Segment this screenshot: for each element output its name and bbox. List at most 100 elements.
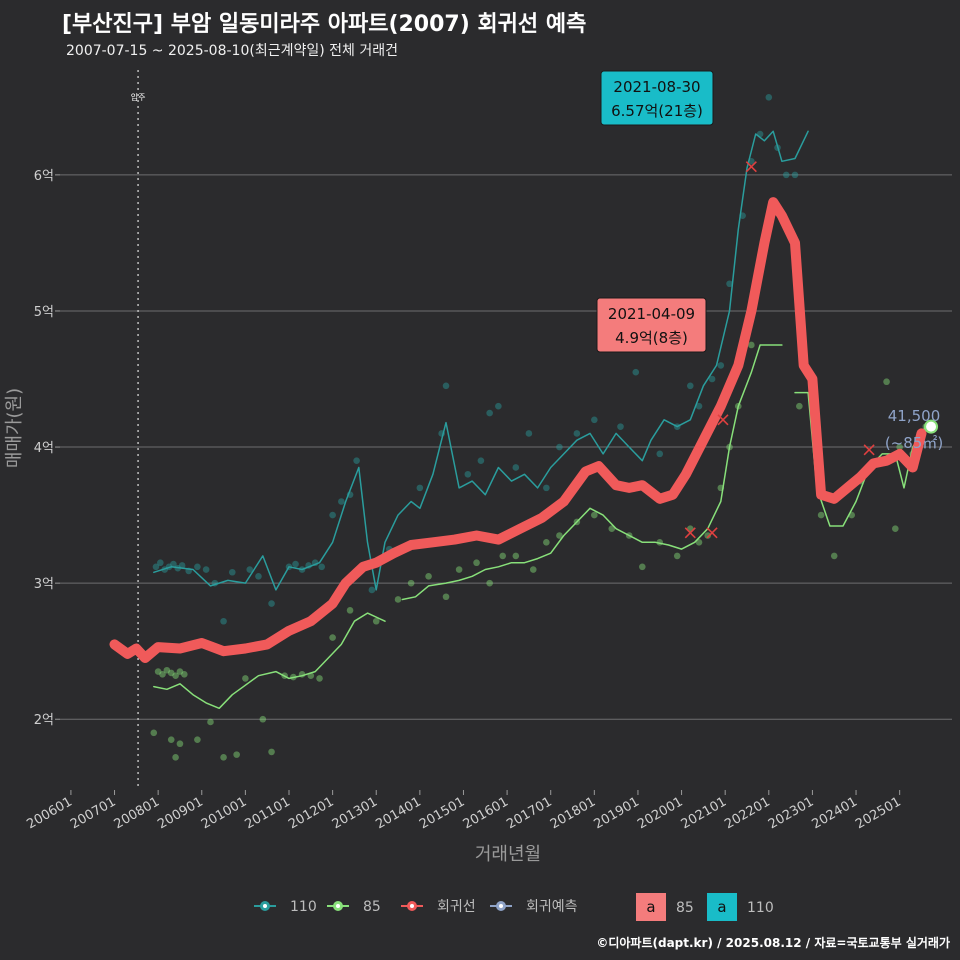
scatter-point-110	[202, 566, 210, 573]
series-line-회귀선	[109, 197, 927, 663]
scatter-point-85	[150, 729, 158, 737]
scatter-point-110	[329, 511, 336, 519]
scatter-point-85	[695, 539, 703, 546]
legend-box-label: 85	[676, 900, 694, 916]
x-tick-label: 201401	[373, 794, 423, 832]
scatter-point-85	[172, 672, 179, 679]
scatter-point-85	[268, 748, 275, 756]
annotation-bg	[596, 297, 707, 353]
series-line-110	[153, 130, 809, 591]
scatter-point-85	[512, 552, 520, 560]
legend-item-110: 110	[254, 899, 317, 915]
legend-label: 85	[363, 899, 381, 915]
scatter-point-110	[632, 368, 640, 376]
x-axis-label: 거래년월	[475, 844, 541, 865]
scatter-point-110	[268, 600, 275, 607]
legend-item-회귀예측: 회귀예측	[490, 899, 578, 915]
x-tick-label: 202301	[766, 794, 816, 832]
legend-label: 110	[290, 899, 317, 915]
scatter-point-85	[329, 634, 336, 641]
x-tick-label: 201001	[199, 794, 249, 832]
scatter-point-85	[896, 443, 903, 451]
scatter-point-110	[782, 171, 790, 179]
scatter-point-85	[608, 525, 616, 533]
cross-stroke	[717, 414, 729, 426]
cross-stroke	[706, 527, 718, 539]
scatter-point-110	[368, 586, 376, 594]
scatter-point-110	[486, 409, 493, 417]
annotation-date: 2021-04-09	[608, 305, 695, 323]
scatter-point-110	[543, 484, 550, 492]
scatter-point-85	[442, 593, 450, 601]
scatter-point-85	[394, 596, 402, 603]
scatter-point-85	[194, 736, 201, 743]
legend-label: 회귀선	[437, 899, 476, 915]
x-tick-label: 201101	[243, 794, 293, 832]
scatter-point-110	[152, 563, 160, 571]
legend: 110 85 회귀선 회귀예측 a 85 a 110	[254, 893, 774, 921]
scatter-point-85	[830, 552, 838, 560]
scatter-point-85	[207, 718, 214, 726]
scatter-point-85	[220, 754, 227, 761]
scatter-point-85	[425, 573, 432, 580]
x-tick-label: 200901	[155, 794, 205, 832]
scatter-point-85	[704, 532, 712, 539]
y-tick-label: 2억	[34, 713, 54, 728]
x-tick-label: 201801	[548, 794, 598, 832]
scatter-point-85	[233, 751, 240, 758]
scatter-point-85	[346, 607, 354, 614]
scatter-point-110	[512, 464, 520, 471]
scatter-point-110	[318, 563, 326, 571]
scatter-point-110	[416, 484, 424, 492]
scatter-point-110	[708, 375, 716, 383]
x-tick-label: 202501	[853, 794, 903, 832]
legend-glyph: a	[717, 898, 726, 916]
legend-label: 회귀예측	[526, 899, 578, 915]
scatter-point-85	[159, 671, 166, 678]
scatter-point-110	[765, 94, 773, 101]
scatter-point-85	[154, 668, 162, 675]
scatter-point-85	[556, 532, 563, 539]
cross-stroke	[863, 444, 875, 456]
y-tick-label: 3억	[34, 577, 54, 592]
scatter-point-85	[883, 378, 890, 386]
annotation-box: 2021-04-09 4.9억(8층)	[596, 297, 707, 353]
scatter-point-85	[167, 669, 175, 677]
scatter-point-110	[791, 171, 799, 179]
scatter-point-110	[556, 443, 563, 451]
endpoint-price-label: 41,500	[888, 407, 941, 425]
cross-marker	[684, 527, 696, 539]
scatter-point-110	[228, 568, 236, 576]
x-tick-label: 201901	[591, 794, 641, 832]
scatter-point-85	[639, 563, 646, 571]
y-tick-label: 4억	[34, 441, 54, 456]
annotation-layer: 2021-08-30 6.57억(21층) 2021-04-09 4.9억(8층)	[596, 70, 714, 353]
scatter-point-85	[591, 511, 598, 519]
scatter-point-110	[495, 402, 502, 410]
legend-dot-center	[499, 904, 503, 908]
x-tick-label: 200801	[112, 794, 162, 832]
scatter-point-85	[181, 671, 188, 678]
cross-marker	[745, 161, 757, 173]
scatter-point-85	[543, 539, 550, 546]
x-tick-label: 201701	[504, 794, 554, 832]
cross-stroke	[745, 161, 757, 173]
endpoint-marker	[924, 419, 939, 434]
scatter-point-110	[220, 617, 227, 625]
scatter-point-110	[695, 402, 703, 410]
legend-box-85: a 85	[636, 893, 694, 921]
scatter-point-85	[163, 666, 171, 674]
scatter-point-110	[338, 498, 345, 505]
annotation-box: 2021-08-30 6.57억(21층)	[600, 70, 714, 126]
scatter-point-110	[353, 457, 360, 464]
scatter-point-85	[473, 559, 480, 567]
x-tick-label: 201301	[330, 794, 380, 832]
scatter-point-85	[796, 402, 803, 410]
scatter-point-85	[486, 579, 493, 587]
source-credit: ©디아파트(dapt.kr) / 2025.08.12 / 자료=국토교통부 실…	[596, 936, 950, 950]
scatter-point-85	[372, 617, 380, 625]
scatter-point-110	[617, 423, 624, 430]
scatter-point-85	[673, 552, 681, 560]
y-tick-label: 5억	[34, 305, 54, 320]
